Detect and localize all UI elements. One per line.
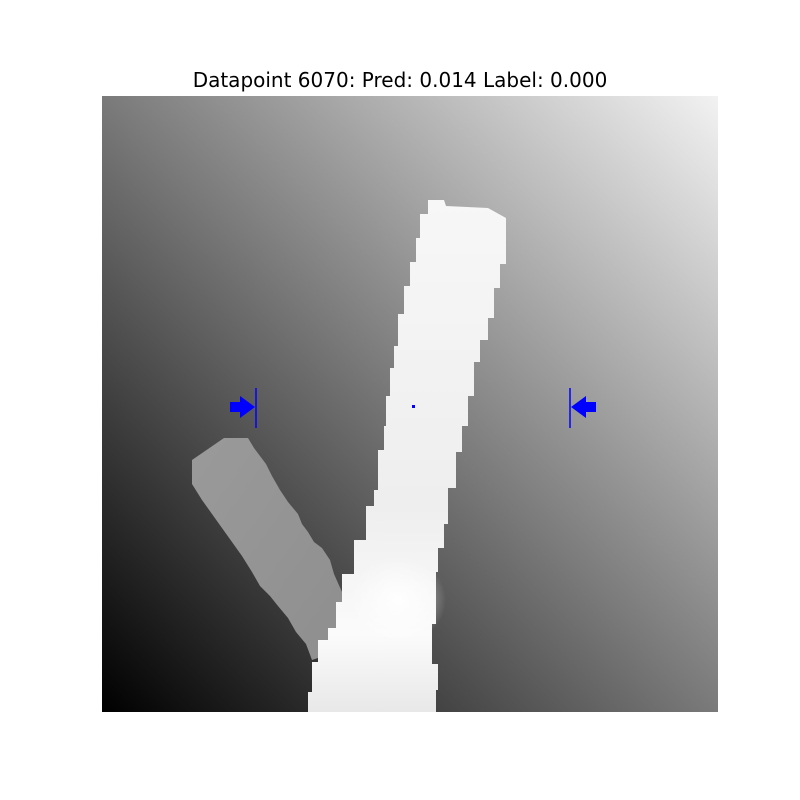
center-point-marker <box>412 405 415 408</box>
depth-image-plot <box>102 96 718 712</box>
branch-object <box>192 438 352 660</box>
highlight <box>350 556 446 644</box>
left-arrow-marker <box>230 388 257 428</box>
right-arrow-marker <box>569 388 596 428</box>
figure-title: Datapoint 6070: Pred: 0.014 Label: 0.000 <box>192 68 608 92</box>
depth-image <box>102 96 718 712</box>
